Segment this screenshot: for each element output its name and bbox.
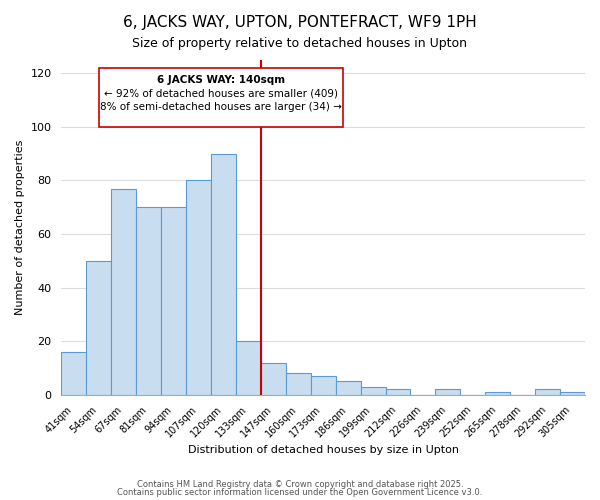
Bar bbox=[436, 390, 460, 394]
Text: 6, JACKS WAY, UPTON, PONTEFRACT, WF9 1PH: 6, JACKS WAY, UPTON, PONTEFRACT, WF9 1PH bbox=[123, 15, 477, 30]
Text: Contains HM Land Registry data © Crown copyright and database right 2025.: Contains HM Land Registry data © Crown c… bbox=[137, 480, 463, 489]
Bar bbox=[261, 362, 286, 394]
Bar bbox=[161, 208, 186, 394]
Text: 6 JACKS WAY: 140sqm: 6 JACKS WAY: 140sqm bbox=[157, 74, 285, 85]
Bar bbox=[335, 382, 361, 394]
Bar bbox=[386, 390, 410, 394]
Bar bbox=[535, 390, 560, 394]
Bar bbox=[136, 208, 161, 394]
Text: 8% of semi-detached houses are larger (34) →: 8% of semi-detached houses are larger (3… bbox=[100, 102, 342, 112]
Y-axis label: Number of detached properties: Number of detached properties bbox=[15, 140, 25, 315]
Bar bbox=[236, 341, 261, 394]
X-axis label: Distribution of detached houses by size in Upton: Distribution of detached houses by size … bbox=[188, 445, 459, 455]
Text: Size of property relative to detached houses in Upton: Size of property relative to detached ho… bbox=[133, 38, 467, 51]
Bar bbox=[485, 392, 510, 394]
Text: ← 92% of detached houses are smaller (409): ← 92% of detached houses are smaller (40… bbox=[104, 88, 338, 98]
Bar bbox=[111, 188, 136, 394]
Bar bbox=[61, 352, 86, 395]
Bar bbox=[311, 376, 335, 394]
Bar bbox=[286, 374, 311, 394]
Bar bbox=[86, 261, 111, 394]
Bar bbox=[186, 180, 211, 394]
Bar bbox=[211, 154, 236, 394]
Bar bbox=[560, 392, 585, 394]
Bar bbox=[361, 386, 386, 394]
FancyBboxPatch shape bbox=[99, 68, 343, 127]
Text: Contains public sector information licensed under the Open Government Licence v3: Contains public sector information licen… bbox=[118, 488, 482, 497]
